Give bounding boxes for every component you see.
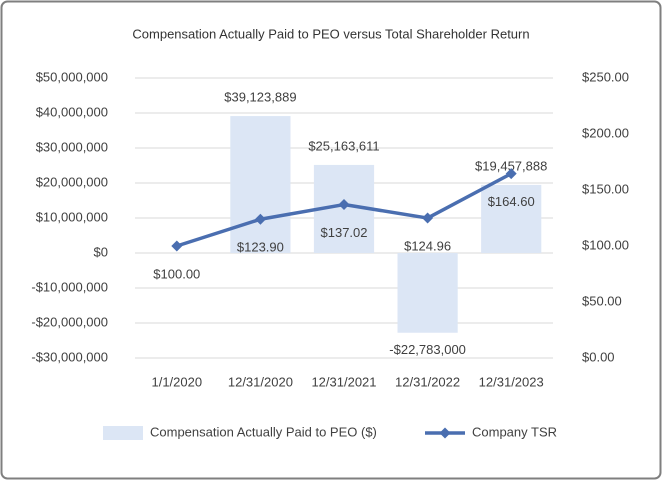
legend-label: Company TSR <box>472 424 557 439</box>
line-marker <box>254 213 266 225</box>
line-value-label: $100.00 <box>153 266 200 281</box>
y2-tick-label: $50.00 <box>582 293 622 308</box>
line-marker <box>422 212 434 224</box>
line-marker <box>171 240 183 252</box>
line-value-label: $123.90 <box>237 240 284 255</box>
y-tick-label: $30,000,000 <box>36 139 108 154</box>
x-tick-label: 12/31/2022 <box>395 374 460 389</box>
y2-tick-label: $200.00 <box>582 125 629 140</box>
x-tick-label: 1/1/2020 <box>151 374 202 389</box>
y-tick-label: -$10,000,000 <box>31 279 108 294</box>
bar <box>397 253 458 333</box>
chart-title: Compensation Actually Paid to PEO versus… <box>132 26 529 41</box>
line-marker <box>505 168 517 180</box>
y-tick-label: $10,000,000 <box>36 209 108 224</box>
line-value-label: $137.02 <box>321 225 368 240</box>
y-tick-label: -$20,000,000 <box>31 314 108 329</box>
line-value-label: $164.60 <box>488 194 535 209</box>
line-value-label: $124.96 <box>404 238 451 253</box>
x-tick-label: 12/31/2020 <box>228 374 293 389</box>
bar-value-label: $39,123,889 <box>224 90 296 105</box>
bar <box>481 184 542 253</box>
y-tick-label: $20,000,000 <box>36 174 108 189</box>
legend-swatch <box>103 426 143 440</box>
y-tick-label: $0 <box>94 244 108 259</box>
bar-value-label: $19,457,888 <box>475 158 547 173</box>
y-tick-label: $50,000,000 <box>36 69 108 84</box>
y2-tick-label: $250.00 <box>582 69 629 84</box>
bar-value-label: -$22,783,000 <box>389 342 466 357</box>
y2-tick-label: $100.00 <box>582 237 629 252</box>
bar <box>230 116 291 253</box>
line-marker <box>338 199 350 211</box>
y-tick-label: -$30,000,000 <box>31 349 108 364</box>
y2-tick-label: $0.00 <box>582 349 615 364</box>
bar-value-label: $25,163,611 <box>308 138 379 153</box>
x-tick-label: 12/31/2023 <box>479 374 544 389</box>
legend-label: Compensation Actually Paid to PEO ($) <box>150 424 377 439</box>
x-tick-label: 12/31/2021 <box>311 374 376 389</box>
legend-marker <box>439 427 451 439</box>
y2-tick-label: $150.00 <box>582 181 629 196</box>
y-tick-label: $40,000,000 <box>36 104 108 119</box>
